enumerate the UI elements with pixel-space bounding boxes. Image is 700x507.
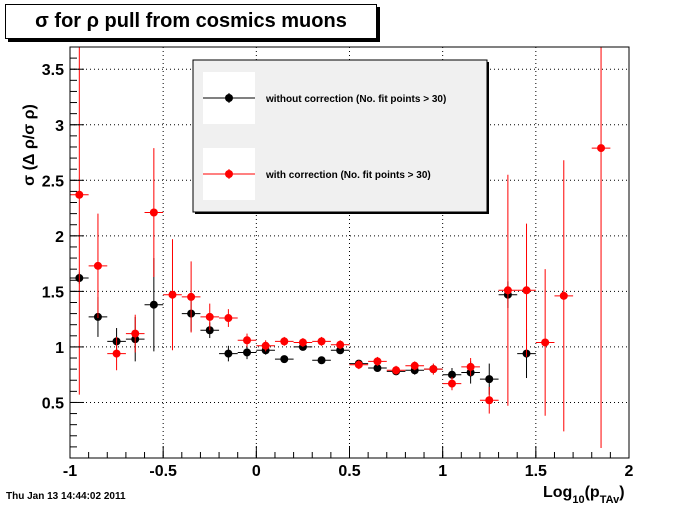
x-tick-label: 1.5 [525,463,547,480]
data-point [559,291,568,300]
data-point [354,360,363,369]
data-point [205,312,214,321]
x-axis-label-sub2: TAv [600,494,620,506]
data-point [373,364,382,373]
x-tick-label: 2 [625,463,634,480]
y-tick-label: 3.5 [42,62,64,79]
data-point [224,314,233,323]
y-tick-label: 3 [55,118,64,135]
data-point [75,190,84,199]
y-tick-label: 0.5 [42,395,64,412]
timestamp: Thu Jan 13 14:44:02 2011 [6,491,126,502]
data-point [149,300,158,309]
legend-marker [225,170,233,178]
data-point [541,338,550,347]
data-point [429,365,438,374]
x-axis-label: Log10(pTAv) [543,484,625,506]
data-point [410,361,419,370]
y-tick-label: 1 [55,340,64,357]
y-tick-label: 1.5 [42,284,64,301]
x-tick-label: 1 [438,463,447,480]
x-tick-label: 0 [252,463,261,480]
data-point [280,355,289,364]
series-0 [70,258,536,395]
data-point [317,356,326,365]
data-point [447,370,456,379]
data-point [280,337,289,346]
data-point [466,362,475,371]
data-point [447,379,456,388]
data-point [298,338,307,347]
data-point [243,348,252,357]
data-point [224,349,233,358]
x-axis-label-log: Log [543,484,572,501]
data-point [187,292,196,301]
y-axis-label: σ (Δ ρ/σ ρ) [21,104,38,186]
data-point [503,286,512,295]
data-point [112,349,121,358]
y-tick-label: 2.5 [42,173,64,190]
data-point [522,286,531,295]
x-axis-label-paren: (p [585,484,600,501]
legend-label: without correction (No. fit points > 30) [265,94,446,105]
data-point [317,337,326,346]
axes: -1 -0.5 0 0.5 1 1.5 2 0.5 1 1.5 2 2.5 3 3.5 [42,46,634,480]
x-axis-label-sub: 10 [572,494,584,506]
data-point [597,144,606,153]
data-point [336,340,345,349]
data-point [149,208,158,217]
legend: without correction (No. fit points > 30)… [192,59,489,214]
data-point [243,336,252,345]
legend-label: with correction (No. fit points > 30) [265,170,431,181]
y-tick-label: 2 [55,229,64,246]
series-1 [70,47,611,449]
x-tick-label: -0.5 [149,463,177,480]
x-tick-label: 0.5 [338,463,360,480]
data-point [261,341,270,350]
data-point [93,261,102,270]
data-point [485,396,494,405]
data-point [131,329,140,338]
x-axis-label-close: ) [619,484,624,501]
data-point [336,346,345,355]
data-point [392,366,401,375]
legend-marker [225,94,233,102]
data-point [485,375,494,384]
x-tick-label: -1 [63,463,77,480]
data-point [168,290,177,299]
chart-title: σ for ρ pull from cosmics muons [5,4,377,39]
data-series [70,47,611,449]
data-point [373,357,382,366]
